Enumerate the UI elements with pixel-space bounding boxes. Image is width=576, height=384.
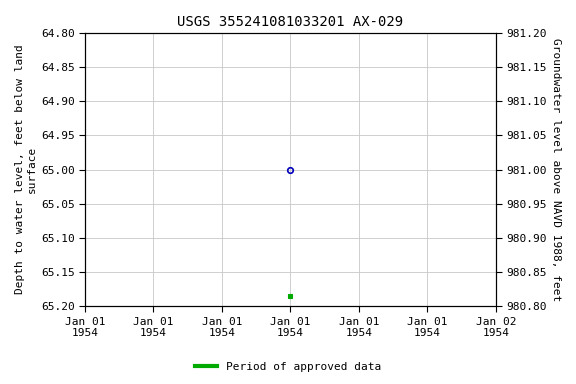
Y-axis label: Depth to water level, feet below land
surface: Depth to water level, feet below land su… xyxy=(15,45,37,295)
Y-axis label: Groundwater level above NAVD 1988, feet: Groundwater level above NAVD 1988, feet xyxy=(551,38,561,301)
Legend: Period of approved data: Period of approved data xyxy=(191,358,385,377)
Title: USGS 355241081033201 AX-029: USGS 355241081033201 AX-029 xyxy=(177,15,403,29)
